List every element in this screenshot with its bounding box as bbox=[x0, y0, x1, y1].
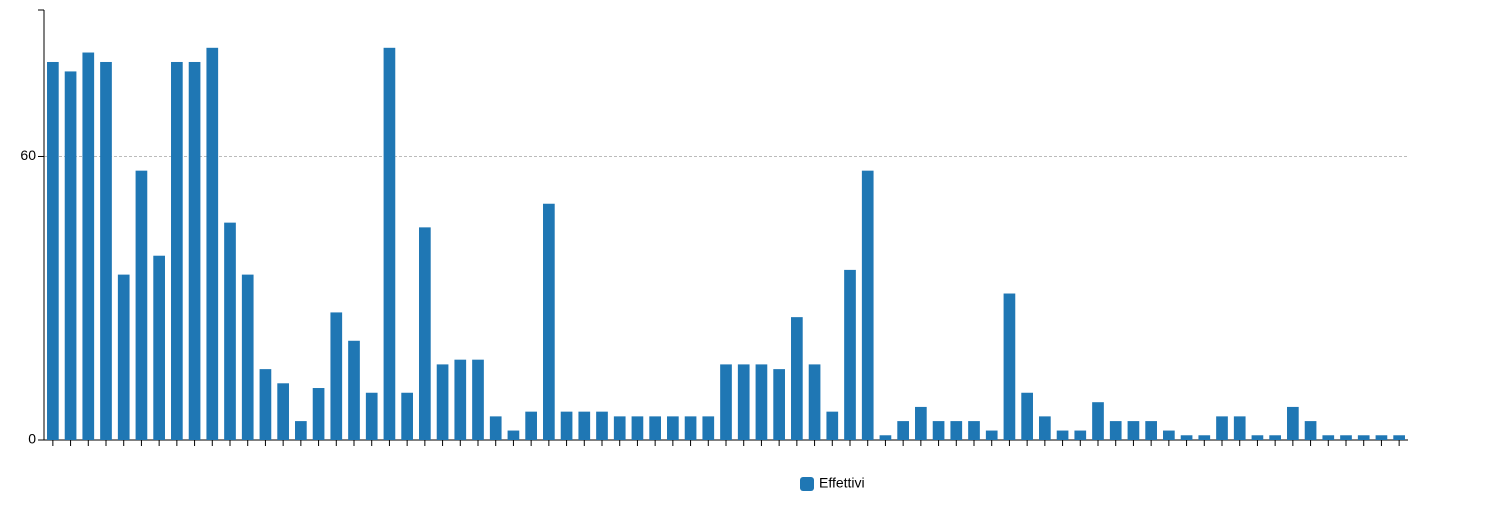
bar bbox=[117, 274, 130, 440]
bar bbox=[1287, 406, 1299, 440]
bar bbox=[667, 416, 679, 440]
bar bbox=[171, 61, 183, 440]
bar bbox=[153, 255, 165, 440]
bar bbox=[897, 421, 909, 440]
bar bbox=[720, 364, 732, 440]
bar bbox=[507, 430, 520, 440]
bar bbox=[1021, 392, 1033, 440]
bar bbox=[365, 392, 378, 440]
bar bbox=[596, 411, 608, 440]
bar bbox=[1269, 435, 1281, 440]
bar bbox=[1375, 435, 1388, 440]
bar bbox=[932, 421, 945, 440]
bar bbox=[1109, 421, 1122, 440]
bar bbox=[613, 416, 626, 440]
bar bbox=[489, 416, 502, 440]
bar bbox=[755, 364, 768, 440]
y-tick-label: 60 bbox=[20, 147, 36, 163]
bar bbox=[135, 170, 148, 440]
bar bbox=[543, 203, 555, 440]
bar bbox=[649, 416, 661, 440]
bar bbox=[1092, 402, 1104, 440]
bar bbox=[950, 421, 963, 440]
bar bbox=[560, 411, 573, 440]
y-tick-label: 0 bbox=[28, 431, 36, 447]
bar bbox=[915, 406, 927, 440]
bar bbox=[1322, 435, 1335, 440]
bar bbox=[64, 71, 77, 440]
bar bbox=[968, 421, 980, 440]
legend-swatch bbox=[800, 477, 814, 491]
bar bbox=[1357, 435, 1370, 440]
bar bbox=[206, 47, 219, 441]
bar bbox=[100, 61, 112, 440]
bar bbox=[1145, 421, 1157, 440]
bar bbox=[791, 317, 803, 440]
bar bbox=[808, 364, 821, 440]
bar bbox=[684, 416, 697, 440]
bar bbox=[702, 416, 715, 440]
bar bbox=[1003, 293, 1016, 440]
bar bbox=[224, 222, 236, 440]
bar bbox=[879, 435, 892, 440]
bar bbox=[1233, 416, 1246, 440]
bar bbox=[277, 383, 289, 440]
bar bbox=[861, 170, 874, 440]
bar bbox=[454, 359, 467, 440]
bar bbox=[844, 269, 856, 440]
bar bbox=[383, 47, 396, 441]
bar bbox=[631, 416, 644, 440]
bar bbox=[295, 421, 307, 440]
bar bbox=[1304, 421, 1317, 440]
bar bbox=[259, 369, 272, 440]
bar bbox=[241, 274, 254, 440]
bar bbox=[737, 364, 750, 440]
bar bbox=[1127, 421, 1140, 440]
bar bbox=[82, 52, 95, 441]
legend-label: Effettivi bbox=[819, 475, 865, 491]
bar bbox=[188, 61, 201, 440]
bar bbox=[985, 430, 998, 440]
bar bbox=[472, 359, 484, 440]
bar bbox=[419, 227, 431, 440]
bar bbox=[1251, 435, 1264, 440]
bar bbox=[1163, 430, 1175, 440]
bar bbox=[773, 369, 785, 440]
bar bbox=[1056, 430, 1069, 440]
bar bbox=[1039, 416, 1051, 440]
bar bbox=[1074, 430, 1087, 440]
bar bbox=[578, 411, 591, 440]
bar bbox=[436, 364, 449, 440]
bar bbox=[1216, 416, 1228, 440]
bar bbox=[1393, 435, 1405, 440]
bar bbox=[348, 340, 360, 440]
bar bbox=[1340, 435, 1352, 440]
bar bbox=[47, 61, 59, 440]
bar bbox=[330, 312, 343, 440]
bar bbox=[826, 411, 839, 440]
bar bbox=[1198, 435, 1211, 440]
bar bbox=[401, 392, 413, 440]
bar bbox=[312, 388, 325, 440]
bar bbox=[1180, 435, 1193, 440]
bar bbox=[525, 411, 537, 440]
